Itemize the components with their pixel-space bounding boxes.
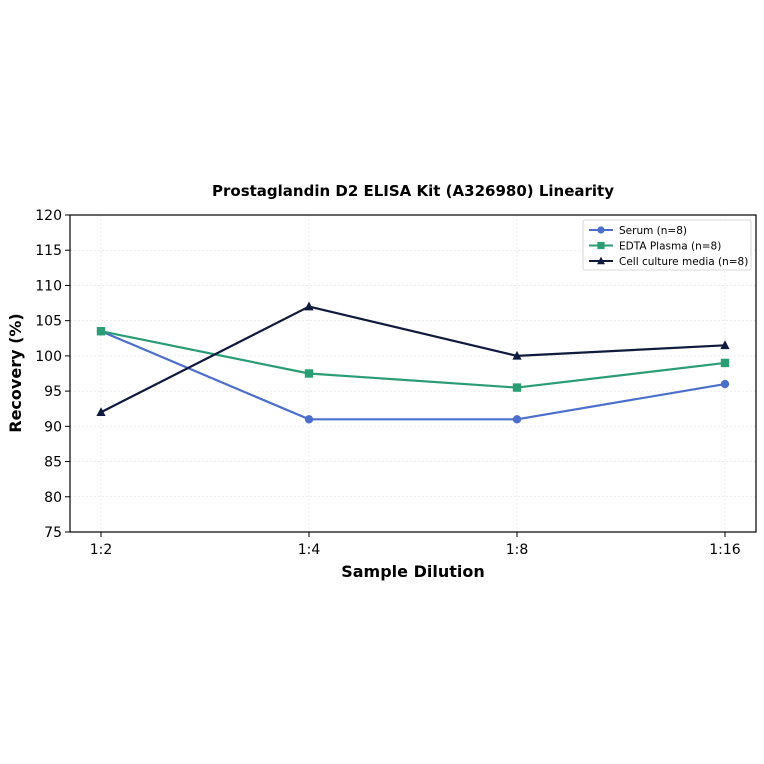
- x-tick-label: 1:16: [709, 542, 741, 558]
- legend: Serum (n=8) EDTA Plasma (n=8) Cell culture…: [582, 219, 752, 271]
- data-point: [96, 407, 106, 417]
- data-point: [96, 327, 106, 336]
- legend-label: Serum (n=8): [619, 225, 687, 237]
- series-layer: [96, 301, 730, 424]
- y-tick-label: 95: [44, 384, 62, 400]
- x-axis-label: Sample Dilution: [341, 562, 485, 581]
- x-tick-label: 1:8: [506, 542, 529, 558]
- y-tick-label: 105: [35, 314, 62, 330]
- y-tick-label: 75: [44, 525, 62, 541]
- x-axis: 1:2 1:4 1:8 1:16: [90, 532, 741, 558]
- data-point: [720, 379, 730, 389]
- data-point: [512, 383, 522, 392]
- x-tick-label: 1:2: [90, 542, 113, 558]
- data-point: [597, 256, 605, 265]
- data-point: [720, 358, 730, 368]
- data-point: [597, 226, 605, 234]
- y-tick-label: 80: [44, 490, 62, 506]
- data-point: [304, 301, 314, 311]
- data-point: [512, 350, 522, 360]
- y-tick-label: 110: [35, 278, 62, 294]
- series-line: [100, 330, 726, 421]
- series-edta-plasma-n-8: [96, 327, 730, 392]
- series-line: [100, 330, 726, 389]
- y-tick-label: 100: [35, 349, 62, 365]
- legend-item: Cell culture media (n=8): [589, 256, 748, 268]
- y-tick-label: 115: [35, 243, 62, 259]
- plot-frame: [69, 214, 757, 533]
- y-tick-label: 85: [44, 455, 62, 471]
- y-axis: 75 80 85 90 95 100 105 110 115 120: [35, 208, 70, 541]
- data-point: [304, 369, 314, 378]
- series-serum-n-8: [96, 327, 730, 424]
- y-tick-label: 90: [44, 419, 62, 435]
- series-cell-culture-media-n-8: [96, 301, 730, 417]
- legend-label: EDTA Plasma (n=8): [619, 241, 721, 253]
- chart-title: Prostaglandin D2 ELISA Kit (A326980) Lin…: [212, 182, 614, 200]
- series-line: [100, 305, 726, 414]
- data-point: [597, 241, 605, 250]
- legend-label: Cell culture media (n=8): [619, 256, 748, 268]
- legend-box: [582, 219, 752, 271]
- data-point: [720, 340, 730, 350]
- data-point: [304, 415, 314, 424]
- legend-item: Serum (n=8): [589, 225, 687, 237]
- y-tick-label: 120: [35, 208, 62, 224]
- x-tick-label: 1:4: [298, 542, 321, 558]
- y-axis-label: Recovery (%): [6, 313, 25, 432]
- data-point: [512, 415, 522, 424]
- legend-item: EDTA Plasma (n=8): [589, 241, 721, 253]
